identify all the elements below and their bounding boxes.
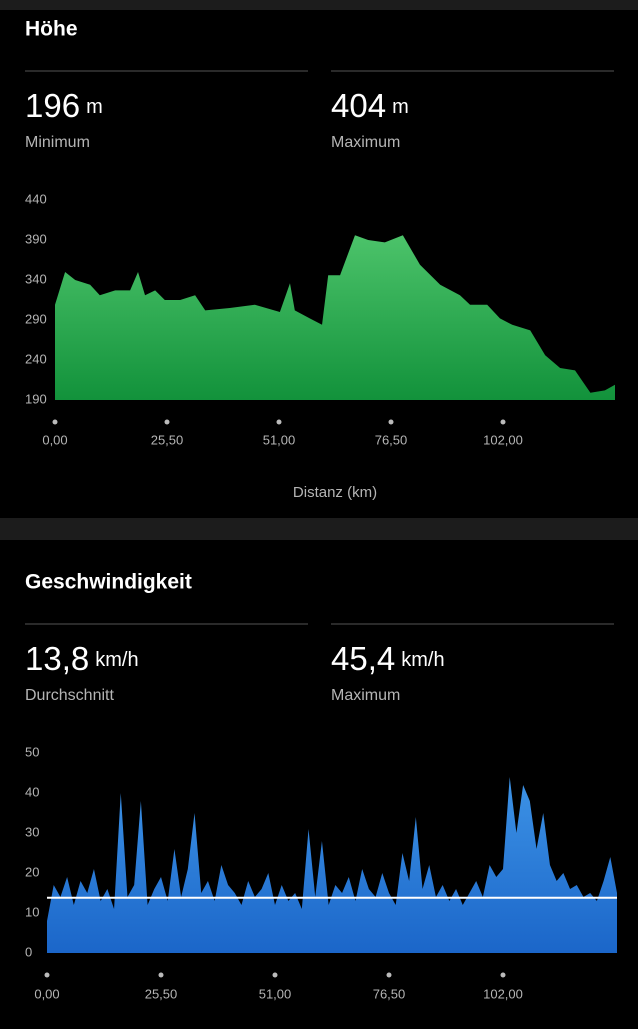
y-tick-label: 20 xyxy=(25,864,39,879)
x-tick-label: 51,00 xyxy=(263,432,296,447)
x-tick-label: 102,00 xyxy=(483,986,523,1001)
section-title: Geschwindigkeit xyxy=(25,571,192,594)
y-tick-label: 40 xyxy=(25,784,39,799)
x-tick xyxy=(158,972,164,978)
stat-label: Durchschnitt xyxy=(25,687,114,704)
x-tick xyxy=(500,419,506,425)
x-tick-label: 0,00 xyxy=(42,432,67,447)
band xyxy=(0,518,638,540)
stat-value: 196 xyxy=(25,87,80,124)
stat-unit: m xyxy=(392,96,409,118)
y-tick-label: 390 xyxy=(25,231,47,246)
section-title: Höhe xyxy=(25,18,78,41)
stat-unit: km/h xyxy=(401,649,444,671)
x-tick-label: 25,50 xyxy=(151,432,184,447)
stat-label: Maximum xyxy=(331,687,400,704)
x-tick xyxy=(388,419,394,425)
y-tick-label: 290 xyxy=(25,311,47,326)
stat: 196 m xyxy=(25,87,103,124)
band xyxy=(0,0,638,10)
x-tick-label: 76,50 xyxy=(375,432,408,447)
stat: 45,4 km/h xyxy=(331,640,445,677)
stat-label: Maximum xyxy=(331,134,400,151)
x-tick xyxy=(276,419,282,425)
y-tick-label: 340 xyxy=(25,271,47,286)
x-tick-label: 51,00 xyxy=(259,986,292,1001)
x-tick-label: 0,00 xyxy=(34,986,59,1001)
x-tick-label: 25,50 xyxy=(145,986,178,1001)
stat-value: 404 xyxy=(331,87,386,124)
x-tick-label: 102,00 xyxy=(483,432,523,447)
stat-unit: km/h xyxy=(95,649,138,671)
y-tick-label: 10 xyxy=(25,904,39,919)
y-tick-label: 30 xyxy=(25,824,39,839)
content: Höhe 196 m Minimum 404 m Maximum Geschwindigkei… xyxy=(25,18,617,1001)
stat-unit: m xyxy=(86,96,103,118)
x-tick xyxy=(500,972,506,978)
x-tick-label: 76,50 xyxy=(373,986,406,1001)
stat: 13,8 km/h xyxy=(25,640,139,677)
y-tick-label: 50 xyxy=(25,744,39,759)
x-tick xyxy=(386,972,392,978)
y-tick-label: 440 xyxy=(25,191,47,206)
x-tick xyxy=(52,419,58,425)
stat-label: Minimum xyxy=(25,134,90,151)
stat-value: 45,4 xyxy=(331,640,395,677)
x-tick xyxy=(164,419,170,425)
x-tick xyxy=(272,972,278,978)
stat-value: 13,8 xyxy=(25,640,89,677)
y-tick-label: 190 xyxy=(25,391,47,406)
y-tick-label: 0 xyxy=(25,944,32,959)
x-tick xyxy=(44,972,50,978)
x-axis-label: Distanz (km) xyxy=(293,484,377,501)
y-tick-label: 240 xyxy=(25,351,47,366)
area xyxy=(47,777,617,953)
area xyxy=(55,235,615,400)
stat: 404 m xyxy=(331,87,409,124)
